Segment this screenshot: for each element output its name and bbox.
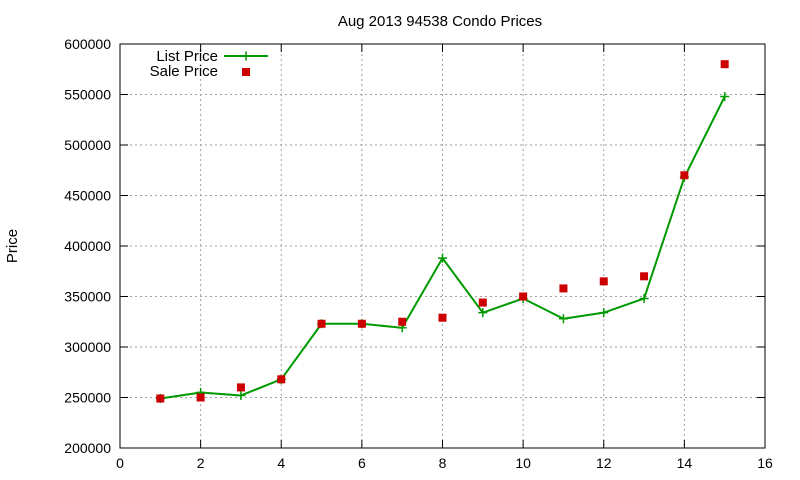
series-0 bbox=[155, 92, 730, 404]
sale-price-point bbox=[680, 171, 689, 180]
y-tick-label: 200000 bbox=[64, 440, 111, 456]
chart-title: Aug 2013 94538 Condo Prices bbox=[338, 13, 542, 30]
x-tick-label: 16 bbox=[757, 455, 773, 471]
y-tick-label: 600000 bbox=[64, 36, 111, 52]
list-price-point bbox=[599, 308, 609, 318]
list-price-point bbox=[558, 314, 568, 324]
list-price-point bbox=[438, 253, 447, 263]
x-tick-label: 8 bbox=[439, 455, 447, 471]
sale-price-point bbox=[156, 394, 165, 403]
legend-key-plus bbox=[241, 51, 251, 61]
sale-price-point bbox=[196, 393, 205, 402]
y-tick-label: 300000 bbox=[64, 339, 111, 355]
sale-price-point bbox=[398, 317, 407, 326]
list-price-point bbox=[720, 92, 730, 102]
series-1 bbox=[156, 60, 729, 403]
x-tick-label: 2 bbox=[197, 455, 205, 471]
x-tick-label: 4 bbox=[277, 455, 285, 471]
sale-price-point bbox=[236, 383, 245, 392]
x-tick-label: 12 bbox=[596, 455, 612, 471]
y-tick-label: 550000 bbox=[64, 87, 111, 103]
y-tick-label: 500000 bbox=[64, 137, 111, 153]
grid bbox=[120, 44, 765, 448]
sale-price-point bbox=[559, 284, 568, 293]
list-price-point bbox=[236, 390, 246, 400]
x-tick-label: 10 bbox=[515, 455, 531, 471]
list-price-point bbox=[478, 308, 488, 318]
legend: List Price Sale Price bbox=[150, 48, 268, 80]
list-price-point bbox=[639, 294, 649, 304]
x-tick-label: 6 bbox=[358, 455, 366, 471]
y-tick-label: 450000 bbox=[64, 188, 111, 204]
list-price-line bbox=[160, 96, 726, 400]
legend-label-list-price: List Price bbox=[156, 48, 218, 65]
sale-price-point bbox=[277, 375, 286, 384]
plot-frame bbox=[119, 43, 766, 449]
x-tick-label: 0 bbox=[116, 455, 124, 471]
legend-label-sale-price: Sale Price bbox=[150, 63, 218, 80]
y-axis-label: Price bbox=[4, 229, 21, 263]
sale-price-point bbox=[357, 319, 366, 328]
y-tick-label: 350000 bbox=[64, 289, 111, 305]
sale-price-point bbox=[438, 313, 447, 322]
axis-ticks: 200000 250000 300000 350000 400000 450000 5000… bbox=[64, 36, 773, 471]
sale-price-point bbox=[478, 298, 487, 307]
sale-price-point bbox=[317, 319, 326, 328]
series bbox=[155, 60, 730, 404]
x-tick-label: 14 bbox=[677, 455, 693, 471]
sale-price-point bbox=[640, 272, 649, 281]
sale-price-point bbox=[519, 292, 528, 301]
legend-key-square bbox=[242, 68, 250, 76]
sale-price-point bbox=[599, 277, 608, 286]
sale-price-point bbox=[720, 60, 729, 69]
y-tick-label: 400000 bbox=[64, 238, 111, 254]
y-tick-label: 250000 bbox=[64, 390, 111, 406]
